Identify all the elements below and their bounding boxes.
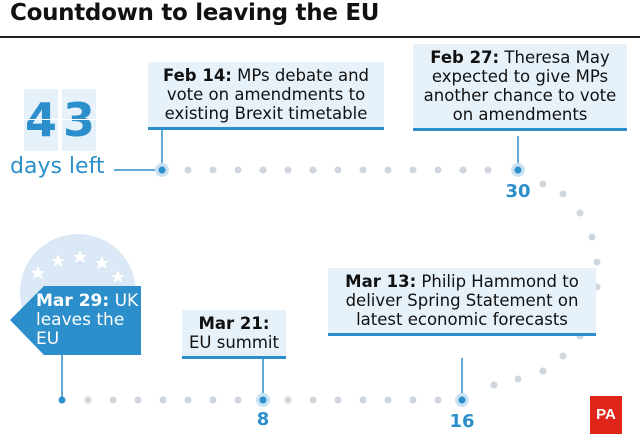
event-text: Philip Hammond to deliver Spring Stateme…: [345, 272, 579, 329]
event-box-mar13: Mar 13: Philip Hammond to deliver Spring…: [328, 268, 596, 336]
countdown-digit-units: 3: [62, 89, 96, 151]
event-box-feb27: Feb 27: Theresa May expected to give MPs…: [413, 44, 627, 131]
days-remaining-mar21: 8: [256, 409, 270, 430]
event-box-feb14: Feb 14: MPs debate and vote on amendment…: [148, 62, 384, 130]
event-date: Feb 14:: [162, 66, 232, 85]
marker-feb14: [155, 128, 169, 177]
event-text: EU summit: [188, 333, 279, 352]
days-left-label: days left: [10, 154, 105, 179]
event-box-mar21: Mar 21: EU summit: [182, 310, 286, 359]
marker-mar21: [256, 356, 270, 407]
countdown-digit-tens: 4: [24, 89, 58, 151]
days-remaining-feb27: 30: [505, 181, 531, 202]
tile-split-line: [62, 119, 96, 120]
event-date: Mar 13:: [345, 272, 417, 291]
title-divider: [0, 36, 640, 38]
leave-arrow-icon: [10, 286, 141, 355]
stars-icon: [31, 250, 125, 283]
event-text: UK leaves the EU: [36, 291, 139, 349]
event-box-mar29: Mar 29: UK leaves the EU: [36, 292, 146, 349]
event-date: Feb 27:: [430, 48, 500, 67]
marker-feb27: [511, 136, 525, 177]
marker-mar13: [455, 358, 469, 407]
days-remaining-mar13: 16: [449, 411, 475, 432]
marker-mar29: [58, 355, 66, 404]
page-title: Countdown to leaving the EU: [10, 0, 380, 26]
event-date: Mar 29:: [36, 291, 110, 311]
tile-split-line: [24, 119, 58, 120]
event-date: Mar 21:: [198, 314, 270, 333]
event-text: MPs debate and vote on amendments to exi…: [164, 66, 370, 123]
event-text: Theresa May expected to give MPs another…: [423, 48, 617, 124]
pa-credit-logo: PA: [590, 396, 622, 434]
